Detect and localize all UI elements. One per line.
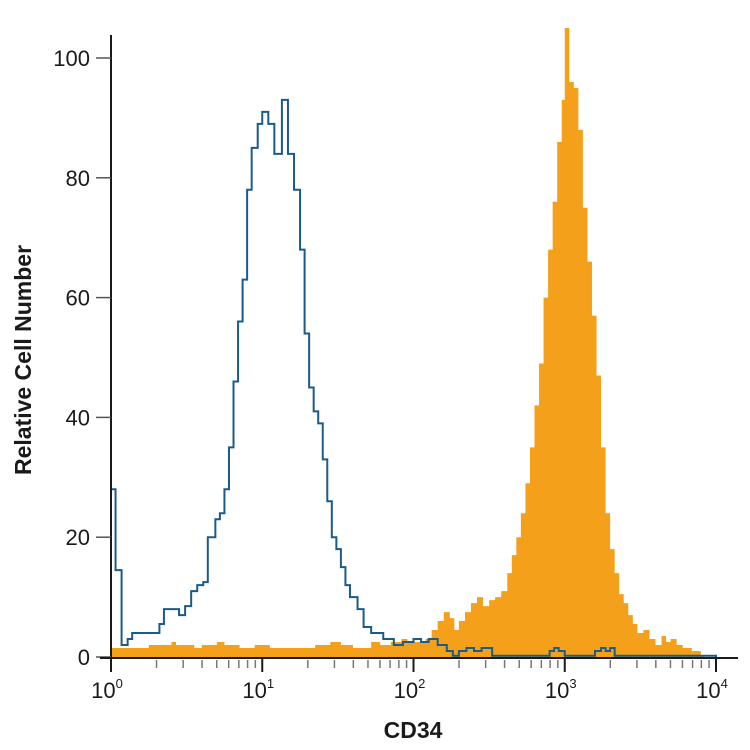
y-axis: 0 20 40 60 80 100 bbox=[53, 35, 112, 670]
y-tick-label: 60 bbox=[66, 286, 90, 311]
plot-series bbox=[110, 28, 717, 658]
x-axis-title: CD34 bbox=[384, 717, 443, 743]
x-tick-group: 100 101 102 103 104 bbox=[91, 658, 728, 703]
y-tick-label: 40 bbox=[66, 405, 90, 430]
x-tick-label: 103 bbox=[545, 676, 577, 703]
isotype-outline-histogram bbox=[110, 98, 717, 657]
x-tick-label: 101 bbox=[242, 676, 274, 703]
y-tick-group: 0 20 40 60 80 100 bbox=[53, 46, 111, 670]
y-tick-label: 20 bbox=[66, 525, 90, 550]
cd34-filled-histogram bbox=[111, 28, 704, 658]
x-tick-label: 104 bbox=[696, 676, 728, 703]
y-axis-title: Relative Cell Number bbox=[10, 245, 36, 475]
x-tick-label: 100 bbox=[91, 676, 123, 703]
x-axis: 100 101 102 103 104 bbox=[91, 657, 738, 703]
x-tick-label: 102 bbox=[394, 676, 426, 703]
y-tick-label: 100 bbox=[53, 46, 90, 71]
y-tick-label: 0 bbox=[78, 645, 90, 670]
y-tick-label: 80 bbox=[66, 166, 90, 191]
x-minor-tick-group bbox=[155, 660, 710, 668]
